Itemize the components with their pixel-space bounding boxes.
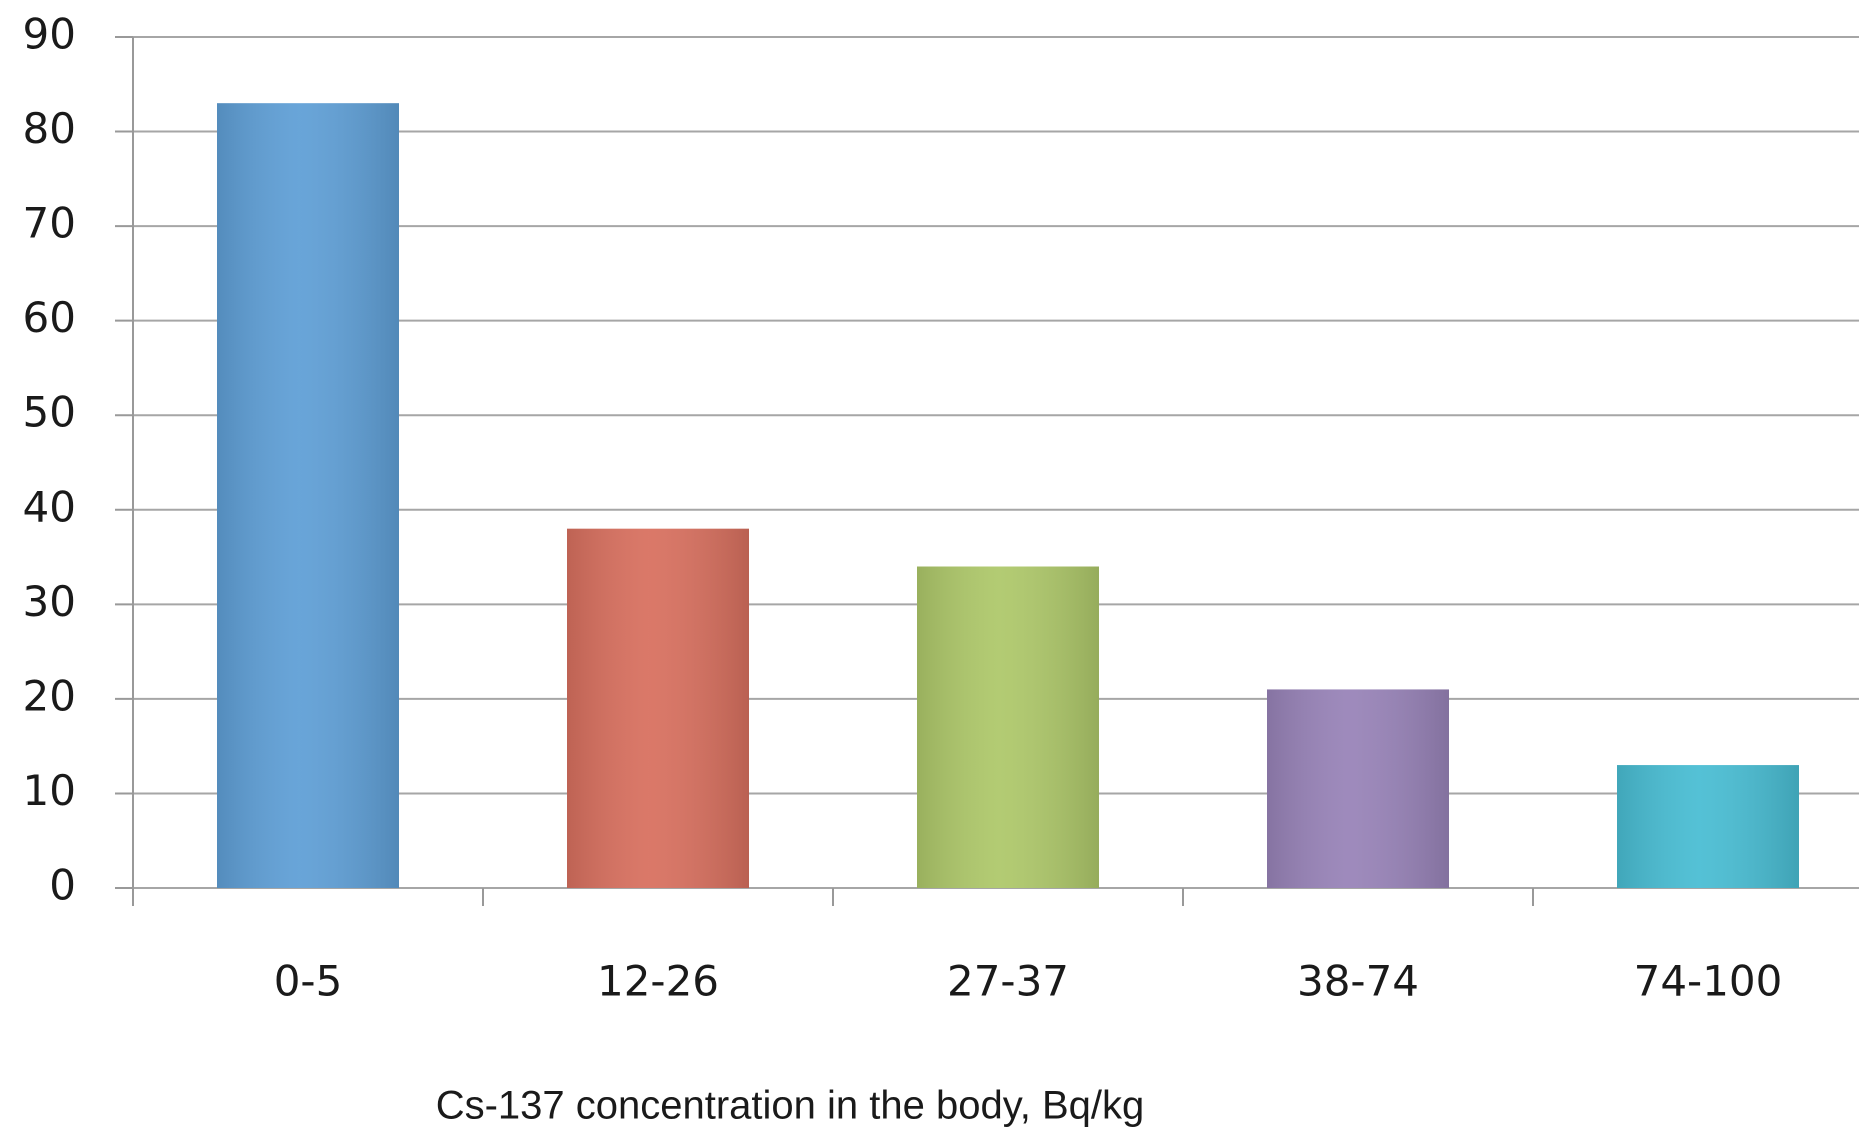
x-tick-label: 74-100 — [1634, 957, 1783, 1006]
y-tick-label: 20 — [23, 671, 76, 720]
bar-shading — [1617, 765, 1799, 888]
x-tick-label: 38-74 — [1297, 957, 1419, 1006]
x-tick-label: 0-5 — [274, 957, 343, 1006]
y-tick-label: 70 — [23, 199, 76, 248]
y-tick-label: 30 — [23, 577, 76, 626]
bar-shading — [567, 528, 749, 888]
y-tick-label: 90 — [23, 10, 76, 59]
y-tick-label: 50 — [23, 388, 76, 437]
y-tick-label: 40 — [23, 482, 76, 531]
y-tick-label: 80 — [23, 104, 76, 153]
y-tick-label: 60 — [23, 293, 76, 342]
bar-shading — [1267, 689, 1449, 888]
x-tick-label: 27-37 — [947, 957, 1069, 1006]
x-tick-label: 12-26 — [597, 957, 719, 1006]
bar-shading — [917, 566, 1099, 888]
y-tick-label: 10 — [23, 766, 76, 815]
y-tick-label: 0 — [49, 861, 76, 910]
bar-shading — [217, 103, 399, 888]
x-axis-title: Cs-137 concentration in the body, Bq/kg — [436, 1084, 1145, 1128]
